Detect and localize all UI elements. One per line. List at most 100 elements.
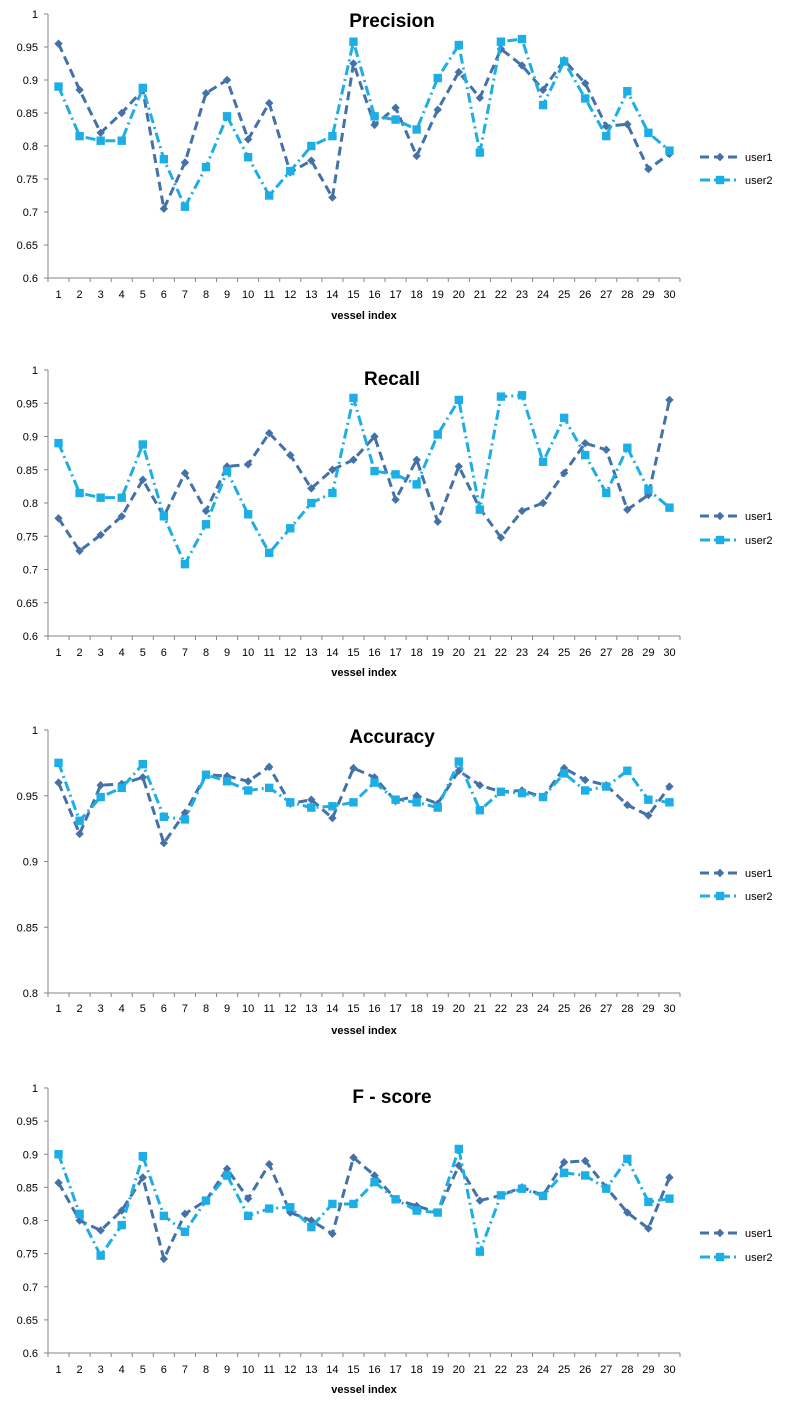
accuracy-x-tick-label: 21 (474, 1003, 486, 1015)
f-score-x-tick-label: 4 (119, 1364, 125, 1376)
f-score-x-tick-label: 26 (579, 1364, 591, 1376)
precision-y-tick-label: 0.75 (17, 174, 38, 186)
precision-user2-point (96, 136, 105, 145)
recall-user1-point (581, 438, 590, 448)
f-score-x-tick-label: 2 (77, 1364, 83, 1376)
accuracy-x-tick-label: 1 (55, 1003, 61, 1015)
accuracy-series-user2-line (57, 757, 670, 824)
accuracy-user1-point (349, 763, 358, 773)
recall-user2-point (349, 393, 358, 403)
recall-user2-point (433, 430, 442, 439)
f-score-user1-point (475, 1196, 485, 1205)
recall-x-tick-label: 24 (537, 647, 549, 659)
f-score-x-tick-label: 30 (663, 1364, 675, 1376)
f-score-user1-point (159, 1254, 169, 1264)
accuracy-user1-point (54, 778, 63, 787)
accuracy-x-axis-label: vessel index (331, 1025, 397, 1037)
precision-y-tick-label: 1 (32, 9, 38, 21)
precision-x-tick-label: 27 (600, 289, 612, 301)
precision-x-tick-label: 2 (77, 289, 83, 301)
f-score-y-tick-label: 0.8 (23, 1216, 38, 1228)
precision-user2-point (496, 37, 506, 46)
accuracy-user2-point (349, 798, 358, 807)
accuracy-user2-point (307, 803, 316, 812)
accuracy-user1-point (159, 838, 169, 848)
f-score-legend-user1-label: user1 (745, 1228, 773, 1240)
precision-user1-point (222, 75, 232, 85)
precision-x-tick-label: 20 (453, 289, 465, 301)
recall-x-tick-label: 16 (368, 647, 380, 659)
recall-user1-point (349, 455, 358, 464)
f-score-y-tick-label: 0.7 (23, 1282, 38, 1294)
f-score-x-tick-label: 17 (389, 1364, 401, 1376)
recall-user1-point (496, 533, 506, 542)
precision-user2-point (117, 136, 126, 145)
recall-user2-point (475, 505, 485, 514)
recall-x-tick-label: 30 (663, 647, 675, 659)
accuracy-user1-point (75, 829, 84, 839)
recall-user1-point (665, 395, 674, 405)
accuracy-x-tick-label: 6 (161, 1003, 167, 1015)
recall-x-tick-label: 9 (224, 647, 230, 659)
precision-user2-point (433, 73, 442, 83)
accuracy-x-tick-label: 16 (368, 1003, 380, 1015)
accuracy-user1-point (307, 795, 316, 804)
f-score-x-tick-label: 20 (453, 1364, 465, 1376)
recall-user1-point (201, 506, 211, 516)
recall-user1-point (412, 455, 421, 464)
precision-user2-point (307, 141, 316, 151)
recall-x-tick-label: 28 (621, 647, 633, 659)
precision-user2-point (286, 166, 295, 176)
precision-user2-point (370, 112, 379, 121)
f-score-x-tick-label: 27 (600, 1364, 612, 1376)
f-score-user1-point (370, 1171, 379, 1180)
f-score-user1-point (222, 1164, 232, 1174)
accuracy-title: Accuracy (349, 727, 435, 748)
precision-user2-point (559, 57, 569, 66)
recall-x-tick-label: 27 (600, 647, 612, 659)
recall-user2-point (307, 498, 316, 508)
accuracy-legend-user1-marker (715, 868, 725, 878)
accuracy-y-tick-label: 1 (32, 725, 38, 737)
accuracy-user2-point (201, 770, 211, 779)
precision-user1-point (517, 61, 527, 70)
accuracy-x-tick-label: 12 (284, 1003, 296, 1015)
recall-user2-point (54, 438, 63, 448)
precision-user2-point (454, 40, 463, 50)
accuracy-user2-point (159, 812, 169, 821)
accuracy-x-tick-label: 7 (182, 1003, 188, 1015)
recall-user1-point (307, 484, 316, 493)
f-score-user2-point (496, 1191, 506, 1200)
precision-x-tick-label: 16 (368, 289, 380, 301)
precision-series-user1-line (57, 43, 671, 214)
precision-x-axis-label: vessel index (331, 310, 397, 322)
precision-user1-point (349, 59, 358, 68)
precision-user2-point (138, 83, 147, 93)
recall-user1-point (517, 506, 527, 516)
accuracy-user2-point (559, 769, 569, 778)
f-score-user1-point (665, 1173, 674, 1182)
precision-user2-point (243, 153, 253, 162)
f-score-user2-point (433, 1208, 442, 1217)
precision-user1-point (370, 120, 379, 130)
f-score-x-tick-label: 18 (411, 1364, 423, 1376)
f-score-x-tick-label: 16 (368, 1364, 380, 1376)
recall-user1-point (559, 468, 569, 478)
precision-title: Precision (349, 11, 435, 32)
accuracy-x-tick-label: 3 (98, 1003, 104, 1015)
precision-x-tick-label: 3 (98, 289, 104, 301)
recall-x-tick-label: 29 (642, 647, 654, 659)
precision-x-tick-label: 19 (432, 289, 444, 301)
precision-user1-point (159, 204, 169, 213)
recall-y-tick-label: 0.85 (17, 465, 38, 477)
recall-x-tick-label: 8 (203, 647, 209, 659)
f-score-y-tick-label: 0.6 (23, 1348, 38, 1360)
recall-y-tick-label: 0.7 (23, 565, 38, 577)
precision-x-tick-label: 18 (411, 289, 423, 301)
accuracy-user2-point (96, 792, 105, 802)
precision-user1-point (201, 89, 211, 98)
recall-user2-point (623, 443, 632, 453)
accuracy-user2-point (370, 778, 379, 787)
f-score-user1-point (54, 1178, 63, 1187)
